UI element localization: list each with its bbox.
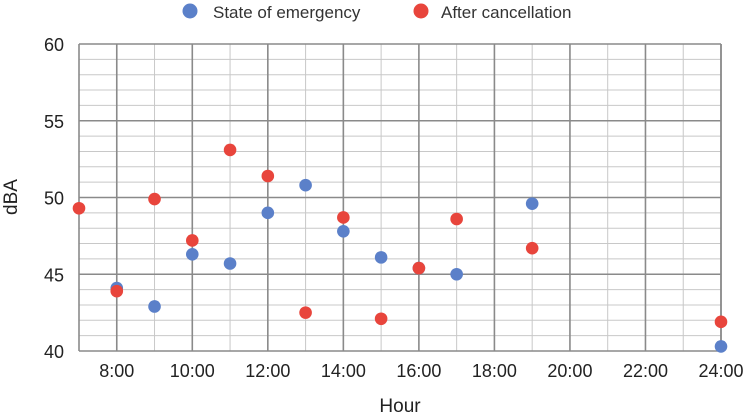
after-cancellation-point — [261, 169, 275, 183]
state-of-emergency-point — [223, 257, 237, 270]
x-tick-label: 24:00 — [698, 361, 743, 381]
state-of-emergency-point — [185, 247, 199, 261]
x-tick-label: 22:00 — [623, 361, 668, 381]
x-tick-label: 20:00 — [547, 361, 592, 381]
y-tick-label: 50 — [44, 189, 64, 209]
after-cancellation-point — [714, 315, 728, 329]
after-cancellation-point — [374, 312, 388, 326]
legend-marker — [413, 3, 429, 19]
state-of-emergency-point — [714, 340, 728, 353]
x-tick-label: 8:00 — [99, 361, 134, 381]
y-tick-label: 60 — [44, 35, 64, 55]
x-tick-label: 16:00 — [396, 361, 441, 381]
data-points — [72, 143, 728, 353]
after-cancellation-point — [223, 143, 237, 157]
state-of-emergency-point — [261, 206, 275, 220]
y-tick-label: 55 — [44, 112, 64, 132]
state-of-emergency-point — [450, 267, 463, 281]
legend: State of emergency After cancellation — [182, 3, 571, 22]
after-cancellation-point — [185, 234, 199, 247]
legend-label: After cancellation — [441, 3, 571, 22]
state-of-emergency-point — [374, 251, 388, 264]
after-cancellation-point — [72, 201, 86, 215]
y-tick-label: 45 — [44, 265, 64, 285]
after-cancellation-point — [110, 284, 124, 298]
state-of-emergency-point — [299, 178, 312, 192]
y-tick-label: 40 — [44, 342, 64, 362]
x-axis-ticks: 8:00 10:00 12:00 14:00 16:00 18:00 20:00 22:00 2… — [99, 361, 743, 381]
x-tick-label: 12:00 — [245, 361, 290, 381]
y-axis-title: dBA — [1, 179, 22, 215]
after-cancellation-point — [148, 192, 161, 206]
legend-marker — [182, 3, 198, 19]
after-cancellation-point — [525, 241, 539, 255]
grid — [78, 43, 722, 352]
state-of-emergency-point — [525, 197, 539, 210]
after-cancellation-point — [450, 212, 463, 226]
x-tick-label: 18:00 — [472, 361, 517, 381]
y-axis-ticks: 40 45 50 55 60 — [44, 35, 64, 362]
after-cancellation-point — [337, 211, 350, 224]
x-axis-title: Hour — [379, 396, 421, 416]
after-cancellation-point — [412, 261, 426, 275]
state-of-emergency-point — [337, 224, 350, 238]
after-cancellation-point — [299, 306, 312, 319]
state-of-emergency-point — [148, 300, 161, 313]
x-tick-label: 14:00 — [321, 361, 366, 381]
legend-label: State of emergency — [213, 3, 361, 22]
x-tick-label: 10:00 — [170, 361, 215, 381]
